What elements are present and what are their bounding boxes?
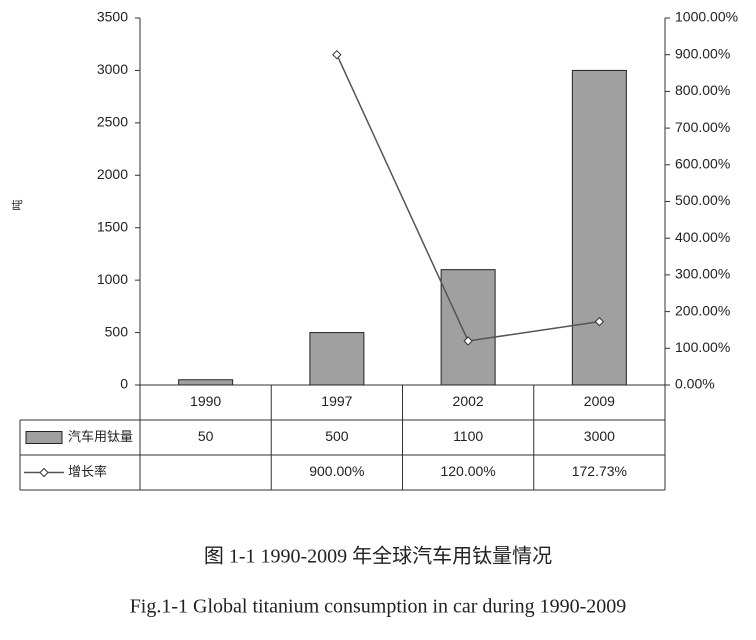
table-cell: 3000 (584, 428, 615, 444)
line-marker (594, 316, 605, 327)
y2-tick-label: 0.00% (675, 376, 715, 392)
table-cell: 900.00% (309, 463, 364, 479)
y2-tick-label: 700.00% (675, 119, 730, 135)
bar (440, 269, 496, 386)
y2-tick-label: 500.00% (675, 192, 730, 208)
y-tick-label: 0 (120, 376, 128, 392)
legend-label: 汽车用钛量 (68, 429, 133, 444)
y-tick-label: 2500 (97, 114, 128, 130)
caption-cn: 图 1-1 1990-2009 年全球汽车用钛量情况 (204, 545, 552, 568)
y-tick-label: 3000 (97, 61, 128, 77)
caption-en: Fig.1-1 Global titanium consumption in c… (130, 596, 627, 618)
y-tick-label: 500 (105, 323, 129, 339)
legend-swatch (39, 467, 49, 478)
x-tick-label: 2009 (584, 393, 615, 409)
x-tick-label: 1997 (321, 393, 352, 409)
line-marker (463, 336, 473, 346)
y-tick-label: 1000 (97, 271, 128, 287)
y-tick-label: 1500 (97, 218, 128, 234)
table-cell: 172.73% (572, 463, 627, 479)
y2-tick-label: 300.00% (675, 266, 730, 282)
bar (178, 379, 234, 386)
y2-tick-label: 100.00% (675, 339, 730, 355)
legend-swatch (25, 431, 63, 444)
table-cell: 50 (198, 428, 214, 444)
table-cell: 1100 (453, 428, 483, 444)
x-tick-label: 2002 (453, 393, 484, 409)
y-tick-label: 3500 (97, 9, 128, 25)
table-cell: 500 (325, 428, 349, 444)
y2-tick-label: 400.00% (675, 229, 730, 245)
y2-tick-label: 1000.00% (675, 9, 738, 25)
table-cell: 120.00% (440, 463, 495, 479)
y2-tick-label: 900.00% (675, 45, 730, 61)
bar (309, 332, 365, 386)
y-axis-label: 吨 (11, 200, 24, 211)
bar (571, 69, 627, 386)
y2-tick-label: 800.00% (675, 82, 730, 98)
legend-label: 增长率 (68, 464, 107, 479)
y-tick-label: 2000 (97, 166, 128, 182)
line-marker (332, 49, 342, 60)
y2-tick-label: 600.00% (675, 156, 730, 172)
y2-tick-label: 200.00% (675, 302, 730, 318)
x-tick-label: 1990 (190, 393, 221, 409)
